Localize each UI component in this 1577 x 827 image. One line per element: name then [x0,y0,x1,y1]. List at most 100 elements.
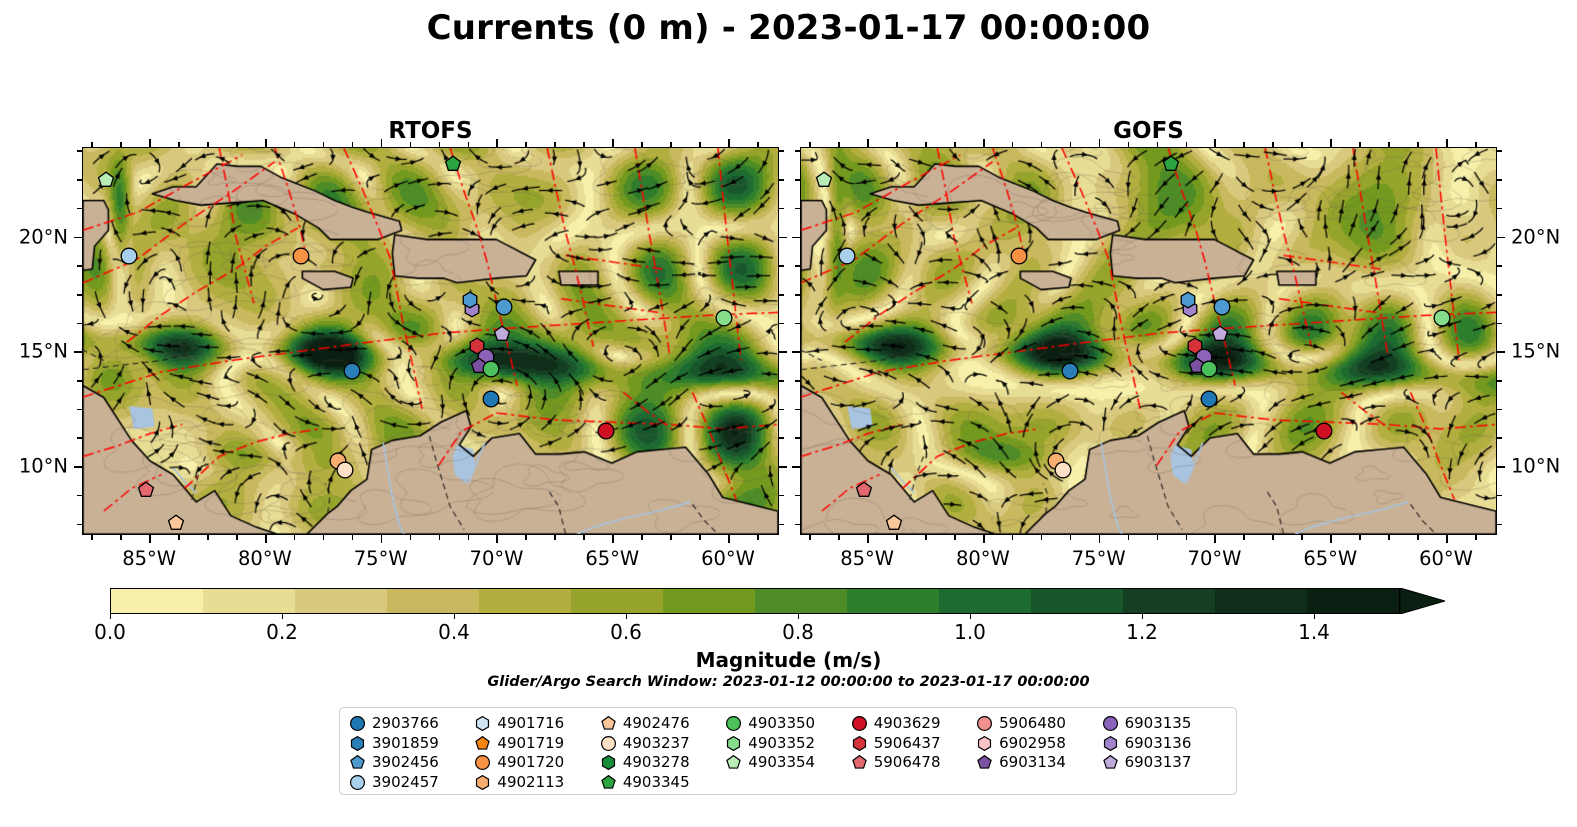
legend-item[interactable]: 4903350 [726,714,851,734]
legend-item[interactable]: 3901859 [350,734,475,754]
y-minor-tick [77,293,82,296]
x-major-tick [496,139,499,147]
legend-item[interactable]: 4903352 [726,734,851,754]
legend-item-label: 4901720 [497,753,565,772]
float-marker[interactable] [1200,390,1218,411]
y-minor-tick [779,437,784,440]
colorbar-segment [1123,589,1215,613]
legend-item[interactable]: 5906480 [977,714,1102,734]
colorbar-tick-label: 0.0 [94,620,126,644]
float-marker[interactable] [1010,247,1028,269]
x-minor-tick [178,535,180,540]
float-marker[interactable] [137,481,154,503]
float-marker[interactable] [1433,309,1451,331]
float-marker[interactable] [97,171,115,193]
map-canvas-rtofs [83,148,778,534]
float-marker-icon [475,774,490,790]
x-minor-tick [178,142,180,147]
colorbar-segment [203,589,295,613]
float-marker[interactable] [1054,461,1072,482]
x-minor-tick [207,535,209,540]
float-marker[interactable] [445,155,462,177]
y-minor-tick [77,437,82,440]
float-marker[interactable] [468,337,485,358]
legend-item[interactable]: 4903345 [601,773,726,793]
float-marker[interactable] [167,513,184,534]
float-marker[interactable] [120,247,138,269]
colorbar-segment [1307,589,1399,613]
legend-item[interactable]: 5906437 [852,734,977,754]
legend-item[interactable]: 6903136 [1103,734,1228,754]
x-minor-tick [757,535,759,540]
map-panel-rtofs[interactable] [82,147,779,535]
y-minor-tick [795,494,800,497]
float-marker[interactable] [336,461,354,482]
float-marker[interactable] [1186,337,1203,358]
x-minor-tick [207,142,209,147]
float-marker[interactable] [1213,298,1231,319]
colorbar-tick [798,614,800,619]
float-marker-icon [851,755,867,770]
legend-item[interactable]: 6902958 [977,734,1102,754]
legend-item[interactable]: 4902113 [475,773,600,793]
legend-item[interactable]: 4903237 [600,734,726,754]
float-marker[interactable] [461,291,478,312]
float-marker-icon [1103,735,1118,751]
float-marker[interactable] [292,247,310,269]
legend-item[interactable]: 4901719 [475,734,600,754]
float-marker[interactable] [885,513,902,534]
float-marker[interactable] [715,309,733,331]
map-panel-gofs[interactable] [800,147,1497,535]
float-marker[interactable] [855,481,872,503]
float-marker[interactable] [343,362,361,383]
float-marker[interactable] [495,298,513,319]
x-minor-tick [809,142,811,147]
float-marker[interactable] [1315,422,1333,443]
float-marker[interactable] [482,360,500,381]
y-minor-tick [1497,293,1502,296]
y-major-tick [792,236,800,239]
colorbar-segment [111,589,203,613]
x-minor-tick [1011,535,1014,540]
legend-item-label: 4903629 [873,714,941,733]
legend-item[interactable]: 6903135 [1102,714,1228,734]
legend-item[interactable]: 4903354 [726,753,851,773]
colorbar-tick-label: 1.2 [1126,620,1158,644]
float-marker[interactable] [1061,362,1079,383]
x-major-tick [867,139,869,147]
legend-item[interactable]: 4902476 [601,714,726,734]
float-marker[interactable] [838,247,856,269]
float-marker[interactable] [1211,325,1229,347]
legend-item[interactable]: 2903766 [349,714,475,734]
legend-item[interactable]: 5906478 [851,753,977,773]
colorbar-segment [939,589,1031,613]
float-marker[interactable] [1200,360,1218,381]
float-marker[interactable] [493,325,511,347]
legend-item[interactable]: 6903134 [977,753,1102,773]
legend-item[interactable]: 3902456 [350,753,475,773]
legend-item[interactable]: 6903137 [1102,753,1228,773]
float-marker[interactable] [597,422,615,443]
float-legend[interactable]: 2903766 3901859 3902456 3902457 4901716 49017… [339,707,1237,795]
float-marker[interactable] [482,390,500,411]
float-marker[interactable] [1179,291,1196,312]
x-major-tick [149,535,151,543]
legend-item[interactable]: 4901720 [475,753,600,773]
y-major-tick [74,466,82,468]
float-marker-icon [726,755,742,770]
float-marker[interactable] [1163,155,1180,177]
float-marker[interactable] [815,171,833,193]
y-minor-tick [1497,179,1502,181]
x-minor-tick [525,535,528,540]
legend-item[interactable]: 4903629 [851,714,977,734]
legend-item[interactable]: 3902457 [349,773,475,793]
x-major-tick [1330,139,1332,147]
legend-item[interactable]: 4901716 [475,714,600,734]
y-minor-tick [779,494,784,497]
legend-item[interactable]: 4903278 [601,753,726,773]
x-major-tick [728,535,730,543]
x-tick-label: 70°W [1187,547,1242,570]
x-major-tick [1446,535,1448,543]
y-minor-tick [1497,265,1502,267]
